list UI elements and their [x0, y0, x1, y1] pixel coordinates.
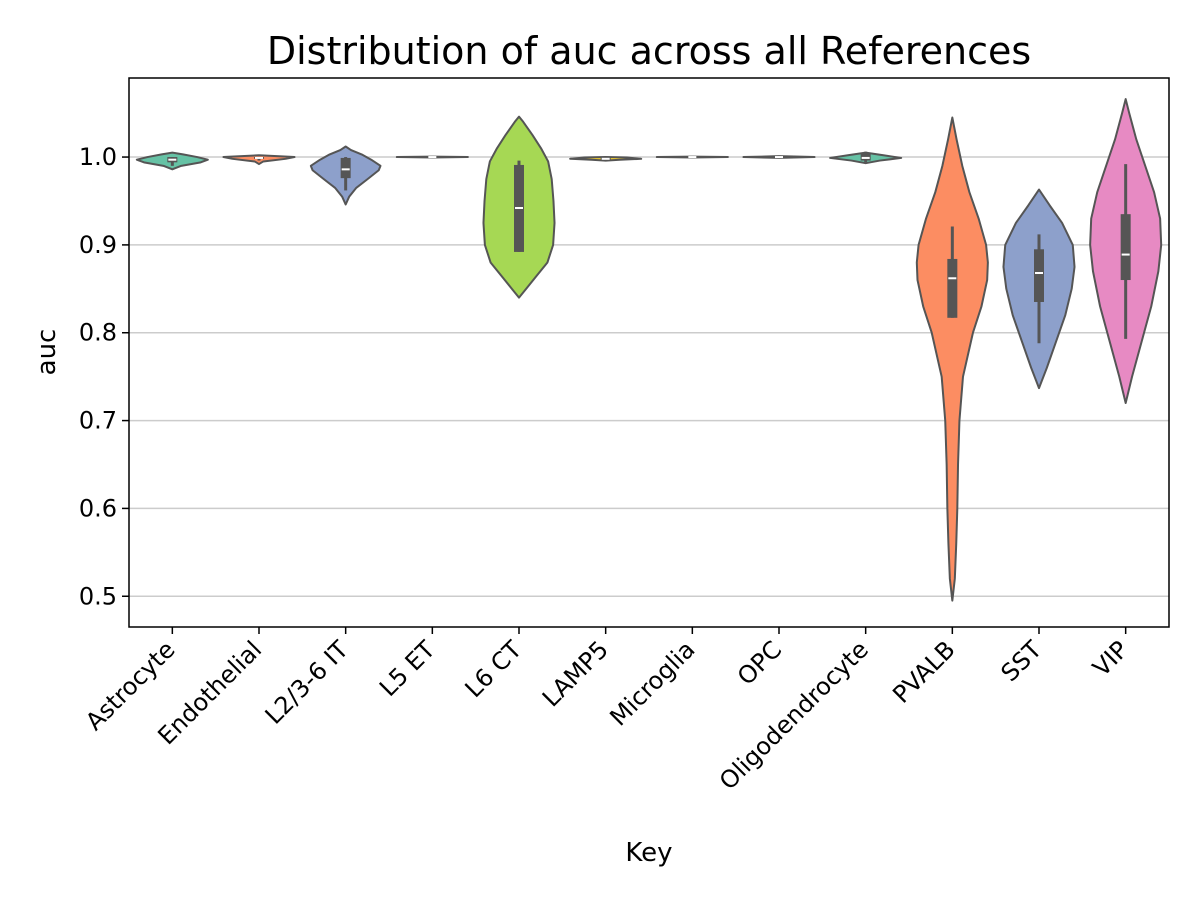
x-tick-label: VIP: [1087, 635, 1134, 682]
x-tick-label: LAMP5: [537, 635, 614, 712]
x-tick-label: L6 CT: [460, 635, 528, 703]
y-tick-label: 0.7: [79, 407, 117, 435]
x-tick-label: L5 ET: [374, 635, 441, 702]
violin-group: [829, 151, 903, 165]
violin-group: [742, 155, 816, 159]
violin-group: [1089, 98, 1163, 405]
y-tick-label: 1.0: [79, 143, 117, 171]
x-tick-label: Oligodendrocyte: [714, 635, 874, 795]
violin-group: [655, 155, 729, 159]
violin-iqr-box: [947, 258, 958, 318]
violin-group: [915, 116, 989, 602]
violin-group: [395, 155, 469, 159]
plot-frame: [128, 77, 1170, 628]
violin-group: [222, 154, 296, 166]
violin-group: [135, 151, 209, 171]
violin-group: [309, 145, 382, 206]
x-tick-label: SST: [996, 635, 1048, 687]
x-tick-label: PVALB: [887, 635, 960, 708]
violin-group: [569, 156, 643, 162]
y-axis-label: auc: [32, 329, 62, 376]
y-tick-label: 0.6: [79, 494, 117, 522]
y-tick-label: 0.8: [79, 319, 117, 347]
x-axis-label: Key: [625, 838, 672, 868]
y-axis-ticks: 0.5 0.6 0.7 0.8 0.9 1.0: [79, 143, 129, 610]
y-tick-label: 0.9: [79, 231, 117, 259]
violin-iqr-box: [340, 157, 351, 179]
x-tick-label: L2/3-6 IT: [260, 635, 354, 729]
chart-title: Distribution of auc across all Reference…: [267, 29, 1031, 73]
violin-body: [915, 116, 989, 602]
violins: [135, 98, 1163, 602]
violin-iqr-box: [1034, 249, 1044, 302]
gridlines: [129, 156, 1169, 598]
x-tick-label: OPC: [732, 635, 787, 690]
x-tick-label: Microglia: [604, 635, 700, 731]
violin-iqr-box: [1120, 214, 1131, 281]
violin-group: [482, 115, 556, 299]
y-tick-label: 0.5: [79, 582, 117, 610]
violin-group: [1002, 188, 1076, 390]
